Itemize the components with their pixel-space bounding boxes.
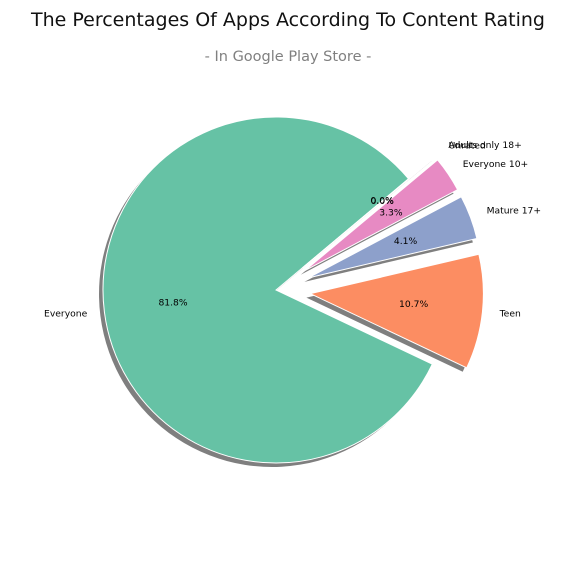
slice-label-everyone: Everyone: [44, 309, 88, 320]
slice-label-mature-17: Mature 17+: [487, 206, 542, 217]
slice-pct-unrated: 0.0%: [371, 196, 395, 207]
slice-pct-everyone: 81.8%: [158, 298, 187, 309]
slice-everyone-10: [304, 159, 459, 272]
chart-subtitle: - In Google Play Store -: [204, 49, 372, 65]
slice-pct-everyone-10: 3.3%: [379, 207, 403, 218]
slice-pct-mature-17: 4.1%: [394, 236, 418, 247]
slice-teen: [308, 253, 484, 369]
chart-title: The Percentages Of Apps According To Con…: [31, 9, 545, 31]
slice-mature-17: [308, 196, 478, 279]
slice-pct-adults-only-18: 0.0%: [370, 196, 394, 207]
slice-pct-teen: 10.7%: [399, 299, 428, 310]
slice-label-unrated: Unrated: [449, 140, 486, 151]
slice-adults-only-18: [302, 155, 436, 269]
slice-label-everyone-10: Everyone 10+: [463, 159, 529, 170]
slice-label-adults-only-18: Adults only 18+: [448, 140, 521, 151]
slice-everyone: [102, 116, 433, 464]
slice-label-teen: Teen: [499, 308, 521, 319]
